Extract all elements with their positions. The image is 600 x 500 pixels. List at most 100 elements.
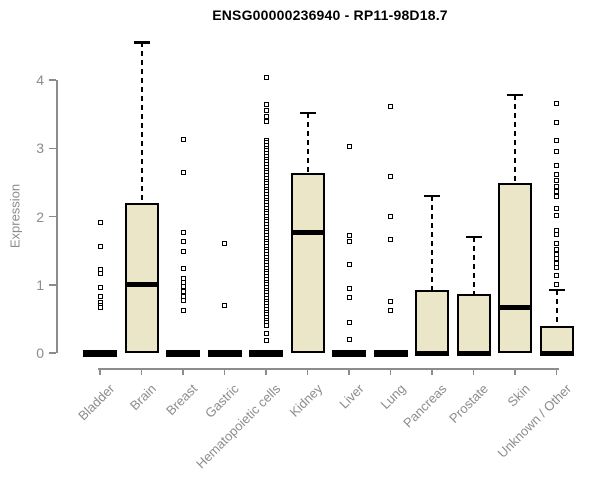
x-tick-label: Liver — [336, 381, 367, 412]
outlier-point — [180, 284, 186, 290]
x-tick — [182, 368, 184, 375]
outlier-point — [263, 119, 269, 125]
whisker-line — [306, 112, 309, 173]
outlier-point — [346, 261, 352, 267]
outlier-point — [554, 231, 559, 237]
outlier-point — [554, 212, 559, 218]
outlier-point — [388, 174, 393, 180]
outlier-point — [554, 205, 559, 211]
outlier-point — [554, 282, 559, 288]
outlier-point — [554, 149, 559, 155]
outlier-point — [263, 330, 269, 336]
median-line — [290, 229, 325, 235]
outlier-point — [97, 271, 103, 277]
whisker-cap — [507, 93, 523, 97]
outlier-point — [346, 285, 352, 291]
x-tick — [306, 368, 309, 375]
collapsed-box — [373, 349, 408, 357]
outlier-point — [180, 238, 186, 244]
chart-title: ENSG00000236940 - RP11-98D18.7 — [212, 7, 448, 23]
median-line — [498, 305, 532, 311]
outlier-point — [97, 220, 103, 226]
whisker-cap — [299, 111, 316, 114]
whisker-cap — [548, 288, 565, 292]
outlier-point — [97, 244, 103, 250]
y-tick-label: 1 — [36, 276, 44, 293]
y-tick-label: 4 — [36, 72, 44, 88]
x-tick-label: Prostate — [446, 381, 492, 426]
outlier-point — [180, 169, 186, 175]
median-line — [415, 350, 449, 356]
x-tick-label: Gastric — [202, 381, 243, 421]
outlier-point — [97, 284, 103, 290]
x-tick — [514, 368, 516, 375]
box — [456, 293, 491, 353]
outlier-point — [346, 294, 352, 300]
outlier-point — [263, 323, 269, 329]
x-tick — [99, 368, 101, 375]
whisker-cap — [424, 194, 440, 198]
collapsed-box — [83, 349, 117, 357]
outlier-point — [346, 143, 352, 149]
outlier-point — [180, 265, 186, 271]
collapsed-box — [249, 349, 283, 357]
box — [124, 202, 159, 353]
outlier-point — [97, 305, 103, 311]
outlier-point — [388, 237, 393, 243]
whisker-line — [431, 196, 433, 290]
outlier-point — [263, 113, 269, 119]
outlier-point — [180, 289, 186, 295]
box — [415, 289, 449, 353]
outlier-point — [388, 104, 393, 110]
whisker-line — [514, 95, 516, 184]
x-tick — [389, 368, 392, 375]
outlier-point — [222, 302, 227, 308]
outlier-point — [180, 136, 186, 142]
x-tick — [140, 368, 143, 375]
outlier-point — [554, 189, 559, 195]
whisker-cap — [133, 41, 150, 44]
outlier-point — [180, 229, 186, 235]
median-line — [539, 350, 574, 356]
whisker-line — [140, 42, 143, 203]
outlier-point — [222, 241, 227, 247]
collapsed-box — [166, 349, 200, 357]
outlier-point — [554, 137, 559, 143]
outlier-point — [554, 100, 559, 106]
outlier-point — [263, 102, 269, 108]
x-tick-label: Lung — [377, 381, 409, 413]
y-tick — [49, 79, 56, 81]
x-tick-label: Pancreas — [400, 381, 450, 431]
outlier-point — [554, 172, 559, 178]
outlier-point — [180, 307, 186, 313]
outlier-point — [263, 108, 269, 114]
outlier-point — [97, 293, 103, 299]
outlier-point — [388, 307, 393, 313]
outlier-point — [554, 120, 559, 126]
outlier-point — [554, 177, 559, 183]
x-tick — [472, 368, 475, 375]
outlier-point — [180, 297, 186, 303]
outlier-point — [554, 194, 559, 200]
outlier-point — [388, 214, 393, 219]
whisker-cap — [465, 235, 482, 239]
median-line — [124, 282, 159, 288]
outlier-point — [346, 233, 352, 239]
x-tick — [431, 368, 433, 375]
x-tick — [265, 368, 267, 375]
outlier-point — [554, 183, 559, 189]
y-tick — [49, 147, 56, 149]
y-tick — [49, 352, 56, 354]
whisker-line — [472, 236, 475, 294]
outlier-point — [554, 256, 559, 262]
outlier-point — [180, 249, 186, 255]
outlier-point — [346, 238, 352, 244]
outlier-point — [263, 337, 269, 343]
outlier-point — [554, 251, 559, 257]
x-tick — [223, 368, 226, 375]
outlier-point — [388, 298, 393, 304]
x-tick-label: Unknown / Other — [494, 381, 575, 461]
whisker-line — [555, 290, 558, 326]
